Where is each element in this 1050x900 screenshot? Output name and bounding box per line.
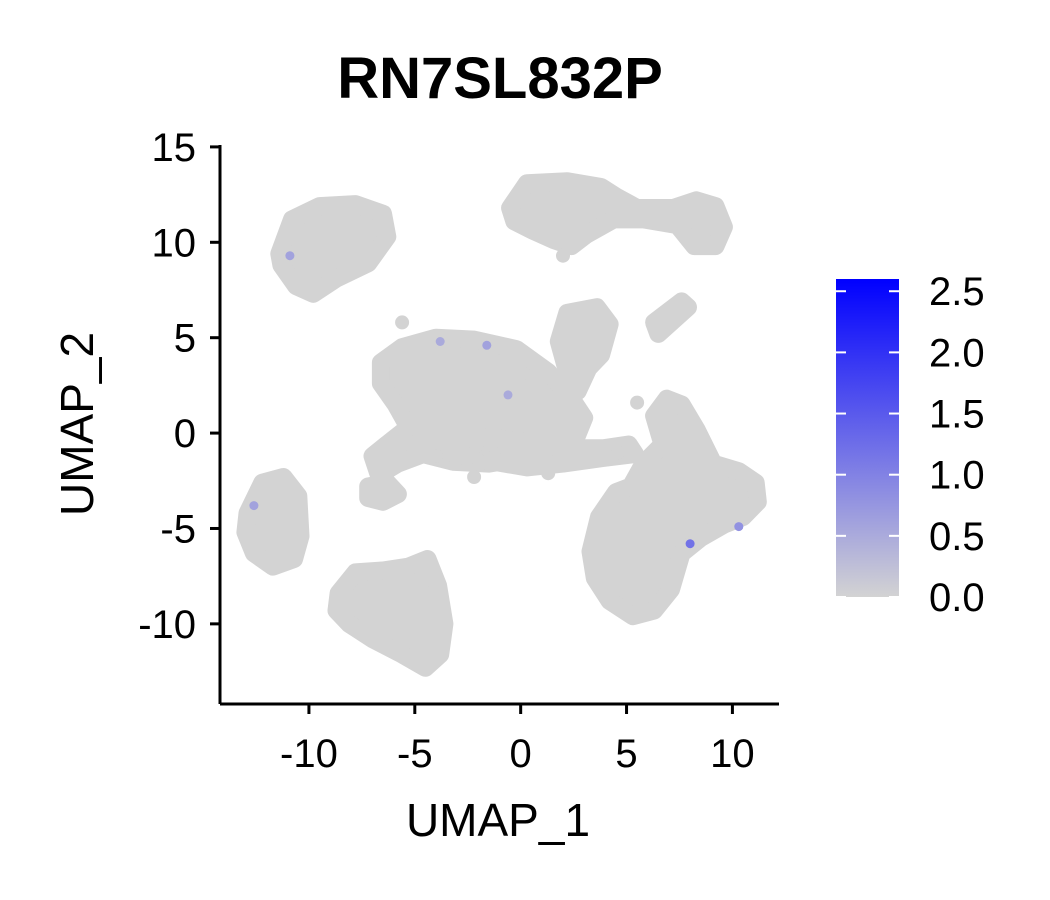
y-tick-label: 0 [174, 412, 196, 456]
axes: -10 -5 0 5 10 -10 -5 0 5 10 15 [138, 126, 779, 776]
colorbar-ticks: 0.0 0.5 1.0 1.5 2.0 2.5 [836, 270, 985, 620]
outlier-cell [556, 248, 570, 263]
x-tick-label: 5 [615, 732, 637, 776]
outlier-cell [611, 445, 626, 460]
x-axis-ticks: -10 -5 0 5 10 [280, 704, 755, 776]
colorbar-tick-label: 1.0 [929, 454, 985, 498]
y-axis-title: UMAP_2 [51, 332, 103, 516]
expressing-cell [249, 501, 259, 511]
expressing-cell [685, 539, 695, 549]
colorbar-tick-label: 2.5 [929, 270, 985, 314]
y-tick-label: -5 [160, 507, 196, 551]
outlier-cell [471, 452, 486, 467]
cell-cluster-7 [549, 298, 619, 401]
cell-clusters [236, 172, 767, 677]
cell-cluster-1 [270, 195, 397, 303]
plot-area [236, 172, 767, 677]
cell-cluster-4 [359, 473, 407, 511]
x-tick-label: 10 [710, 732, 755, 776]
x-tick-label: 0 [510, 732, 532, 776]
x-tick-label: -5 [397, 732, 433, 776]
outlier-cell [467, 470, 482, 484]
cell-cluster-9 [645, 292, 697, 343]
colorbar-tick-label: 0.5 [929, 515, 985, 559]
outlier-cell [541, 466, 556, 481]
cell-cluster-3 [327, 550, 454, 677]
y-axis-ticks: -10 -5 0 5 10 15 [138, 126, 220, 647]
colorbar-tick-label: 1.5 [929, 393, 985, 437]
colorbar-tick-label: 0.0 [929, 576, 985, 620]
x-tick-label: -10 [280, 732, 338, 776]
outlier-cell [524, 376, 539, 391]
chart-title: RN7SL832P [337, 46, 663, 111]
outlier-cell [429, 449, 443, 463]
expressing-cell [503, 390, 513, 400]
expressing-cells [249, 251, 744, 549]
colorbar-legend: 0.0 0.5 1.0 1.5 2.0 2.5 [836, 270, 985, 620]
cell-cluster-2 [236, 468, 310, 576]
outlier-cell [630, 395, 645, 410]
x-axis-title: UMAP_1 [406, 794, 590, 846]
expressing-cell [482, 340, 492, 350]
expressing-cell [734, 522, 744, 532]
outlier-cells [395, 248, 645, 484]
expressing-cell [435, 337, 445, 346]
cell-cluster-10 [581, 389, 767, 626]
outlier-cell [395, 315, 410, 330]
expressing-cell [285, 251, 295, 261]
y-tick-label: 5 [174, 317, 196, 361]
y-tick-label: -10 [138, 603, 196, 647]
cell-cluster-8 [501, 172, 733, 256]
colorbar-gradient [836, 279, 899, 597]
y-tick-label: 15 [152, 126, 197, 170]
y-tick-label: 10 [152, 221, 197, 265]
colorbar-tick-label: 2.0 [929, 331, 985, 375]
